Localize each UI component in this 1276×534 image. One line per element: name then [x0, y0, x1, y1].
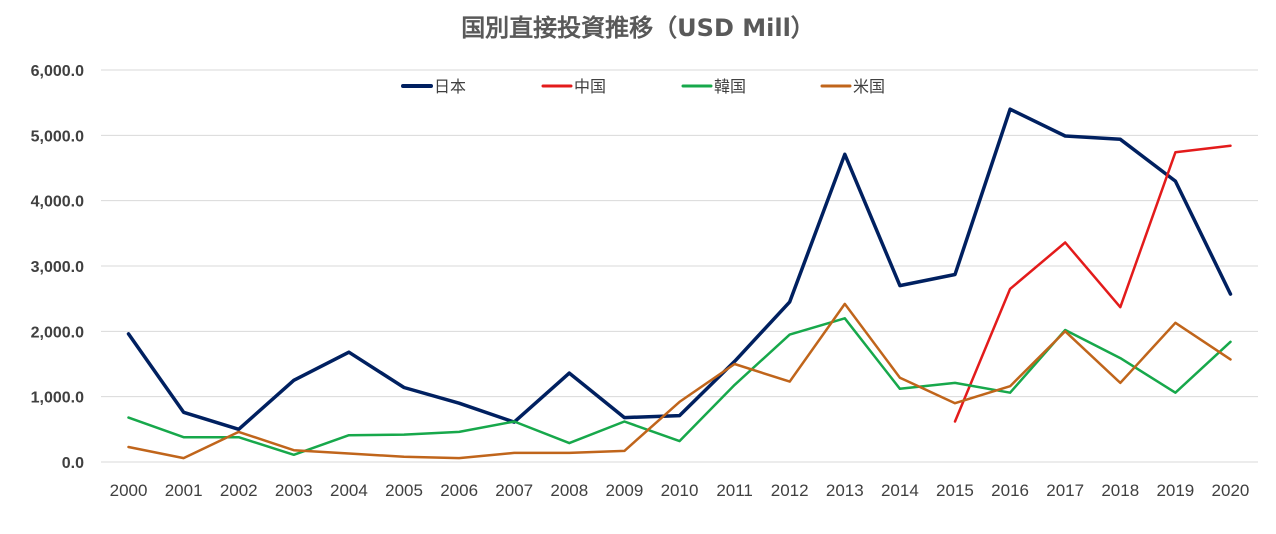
series-line-2 — [953, 144, 1232, 423]
legend-label: 米国 — [853, 77, 885, 96]
x-tick-label: 2002 — [220, 481, 258, 500]
x-tick-label: 2004 — [330, 481, 368, 500]
legend-label: 中国 — [574, 77, 606, 96]
series-line-3 — [127, 317, 1232, 457]
x-tick-label: 2003 — [275, 481, 313, 500]
x-tick-label: 2007 — [495, 481, 533, 500]
x-tick-label: 2000 — [110, 481, 148, 500]
y-axis-ticks: 0.0 1,000.0 2,000.0 3,000.0 4,000.0 5,000.0 6,… — [31, 63, 84, 472]
series-line-4 — [127, 302, 1232, 460]
y-tick-label: 4,000.0 — [31, 194, 84, 211]
x-tick-label: 2008 — [550, 481, 588, 500]
gridlines — [101, 69, 1258, 463]
legend: 日本 中国 韓国 米国 — [401, 77, 885, 96]
series-line-1 — [126, 107, 1233, 432]
x-tick-label: 2001 — [165, 481, 203, 500]
x-tick-label: 2006 — [440, 481, 478, 500]
x-tick-label: 2016 — [991, 481, 1029, 500]
x-axis-ticks: 2000 2001 2002 2003 2004 2005 2006 2007 2008 2009… — [110, 481, 1250, 500]
y-tick-label: 1,000.0 — [31, 390, 84, 407]
series-lines — [126, 107, 1233, 460]
x-tick-label: 2013 — [826, 481, 864, 500]
y-tick-label: 0.0 — [62, 455, 84, 472]
y-tick-label: 3,000.0 — [31, 259, 84, 276]
x-tick-label: 2020 — [1212, 481, 1250, 500]
y-tick-label: 6,000.0 — [31, 63, 84, 80]
x-tick-label: 2012 — [771, 481, 809, 500]
x-tick-label: 2017 — [1046, 481, 1084, 500]
x-tick-label: 2010 — [661, 481, 699, 500]
x-tick-label: 2015 — [936, 481, 974, 500]
legend-label: 韓国 — [714, 77, 746, 96]
x-tick-label: 2009 — [605, 481, 643, 500]
x-tick-label: 2019 — [1156, 481, 1194, 500]
y-tick-label: 2,000.0 — [31, 324, 84, 341]
x-tick-label: 2011 — [716, 481, 753, 500]
legend-label: 日本 — [434, 77, 466, 96]
x-tick-label: 2018 — [1101, 481, 1139, 500]
x-tick-label: 2005 — [385, 481, 423, 500]
x-tick-label: 2014 — [881, 481, 919, 500]
y-tick-label: 5,000.0 — [31, 128, 84, 145]
chart-title: 国別直接投資推移（USD Mill） — [461, 14, 815, 42]
